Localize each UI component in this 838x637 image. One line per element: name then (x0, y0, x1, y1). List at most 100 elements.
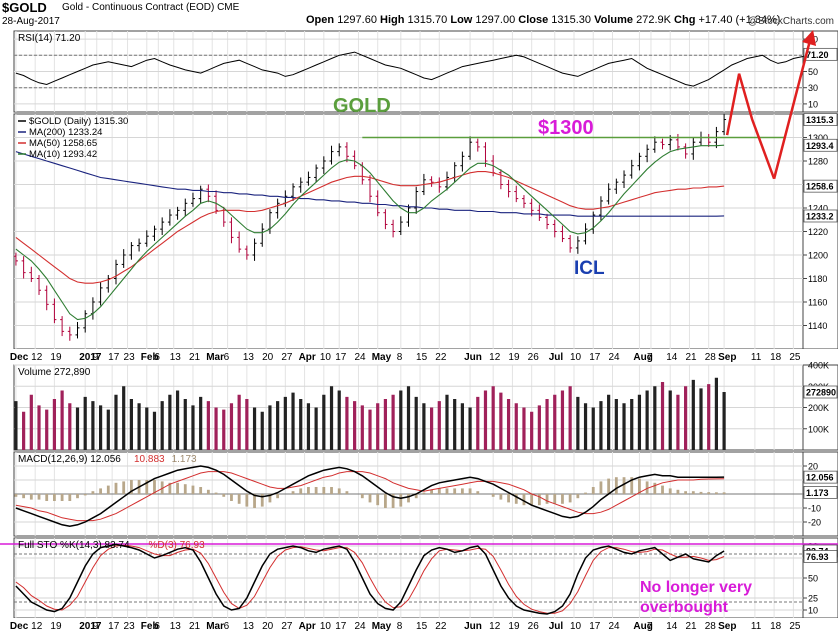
date-axis-lower-label: Jun (464, 621, 482, 632)
date-axis-lower-label: 14 (666, 621, 678, 632)
macd-histogram-bar (476, 491, 480, 494)
price-last-value-box (803, 138, 838, 152)
date-axis-lower-label: 26 (528, 621, 540, 632)
date-axis-upper-label: 10 (320, 352, 332, 363)
rsi-tick-label: 30 (808, 83, 818, 93)
macd-histogram-bar (276, 494, 280, 499)
macd-histogram-bar (384, 494, 387, 508)
volume-tick-label: 200K (808, 403, 829, 413)
date-axis-upper-label: 17 (335, 352, 347, 363)
macd-histogram-bar (561, 494, 564, 504)
date-axis-upper-label: 27 (281, 352, 293, 363)
volume-bar (429, 407, 434, 450)
volume-bar (283, 396, 287, 450)
volume-bar (614, 399, 618, 450)
macd-tick-label: -20 (808, 518, 821, 528)
volume-bar (268, 405, 272, 450)
volume-bar (399, 390, 403, 450)
macd-legend-entry: 1.173 (172, 454, 197, 465)
date-axis-lower-label: 22 (435, 621, 447, 632)
date-axis-upper-label: 11 (751, 352, 762, 363)
volume-bar (483, 390, 488, 450)
volume-bar (152, 411, 157, 450)
volume-bar (114, 394, 118, 450)
macd-histogram-bar (291, 491, 295, 494)
date-axis-lower-label: Mar (206, 621, 224, 632)
date-axis-lower-label: 17 (335, 621, 347, 632)
macd-histogram-bar (45, 494, 49, 501)
sto-tick-label: 25 (808, 594, 818, 604)
projection-arrow-shaft (772, 39, 812, 180)
volume-bar (306, 403, 311, 450)
volume-bar (191, 405, 195, 450)
date-axis-upper-label: 8 (397, 352, 403, 363)
volume-bar (360, 405, 364, 450)
macd-last-value-box (803, 470, 838, 484)
volume-bar (14, 401, 18, 450)
macd-histogram-bar (260, 494, 264, 507)
volume-bar (499, 392, 503, 450)
volume-bar (160, 401, 164, 450)
volume-panel-axis (802, 364, 838, 451)
macd-histogram-bar (468, 488, 472, 494)
price-panel-axis (802, 113, 838, 350)
volume-bar (45, 409, 49, 450)
macd-histogram-bar (129, 480, 133, 494)
date-axis-upper-label: Aug (633, 352, 652, 363)
volume-bar (83, 396, 87, 450)
volume-bar (137, 403, 141, 450)
volume-bar (514, 403, 518, 450)
date-axis-upper (0, 349, 838, 364)
macd-histogram-bar (253, 494, 256, 508)
date-axis-lower-label: 7 (647, 621, 653, 632)
macd-histogram-bar (553, 494, 557, 504)
volume-last-value-box (803, 385, 838, 399)
price-tick-label: 1220 (808, 227, 828, 237)
macd-histogram-bar (699, 491, 703, 494)
date-axis-upper-label: May (372, 352, 392, 363)
volume-bar (337, 390, 341, 450)
date-axis-upper-label: 19 (50, 352, 62, 363)
volume-bar (252, 407, 257, 450)
volume-bar (353, 401, 357, 450)
volume-bar (222, 409, 226, 450)
price-last-value: 1233.2 (806, 211, 834, 221)
price-last-value: 1258.6 (806, 182, 834, 192)
volume-bar (568, 386, 572, 450)
volume-bar (622, 403, 626, 450)
volume-bar (322, 394, 326, 450)
macd-histogram-bar (245, 494, 249, 507)
rsi-tick-label: 10 (808, 99, 818, 109)
volume-bar (98, 405, 103, 450)
macd-histogram-bar (53, 494, 56, 501)
price-legend-entry: MA(10) 1293.42 (29, 149, 97, 160)
date-axis-upper-label: Mar (206, 352, 224, 363)
volume-bar (653, 386, 657, 450)
macd-histogram-bar (222, 494, 226, 497)
macd-histogram-bar (376, 494, 380, 506)
chart-date: 28-Aug-2017 (2, 16, 60, 27)
date-axis-upper-label: 14 (666, 352, 678, 363)
volume-bar (245, 399, 249, 450)
volume-bar (591, 407, 595, 450)
volume-bar (599, 401, 603, 450)
date-axis-upper-label: 24 (608, 352, 620, 363)
date-axis-lower-label: 28 (705, 621, 717, 632)
macd-histogram-bar (707, 492, 711, 494)
ma50-line (15, 171, 725, 284)
volume-bar (122, 386, 126, 450)
instrument-name: Gold - Continuous Contract (EOD) CME (62, 2, 240, 13)
macd-histogram-bar (530, 494, 534, 506)
volume-bar (422, 403, 426, 450)
date-axis-lower-label: 17 (589, 621, 601, 632)
macd-line (15, 465, 725, 527)
date-axis-upper-label: Feb (141, 352, 159, 363)
macd-histogram-bar (722, 492, 726, 494)
price-legend-entry: $GOLD (Daily) 1315.30 (29, 116, 128, 127)
price-legend-entry: MA(50) 1258.65 (29, 138, 97, 149)
date-axis-upper-label: 28 (705, 352, 717, 363)
macd-histogram-bar (314, 487, 318, 494)
volume-bar (722, 392, 726, 450)
price-last-value-box (803, 209, 838, 223)
